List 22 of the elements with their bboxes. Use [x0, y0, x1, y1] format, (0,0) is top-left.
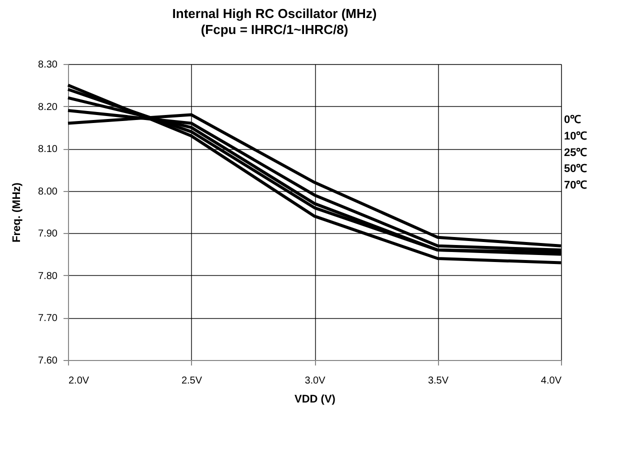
- text: 0℃: [564, 114, 582, 126]
- x-tick-label: 4.0V: [540, 376, 562, 386]
- y-tick-label: 7.80: [38, 270, 58, 282]
- x-tick-label: 2.0V: [68, 376, 90, 386]
- chart-title: Internal High RC Oscillator (MHz): [172, 6, 377, 21]
- text: 50℃: [564, 163, 588, 176]
- text: 10℃: [564, 130, 588, 142]
- y-tick-label: 7.90: [38, 228, 58, 240]
- y-axis-title: Freq. (MHz): [11, 182, 24, 242]
- x-tick-label: 3.0V: [304, 376, 326, 386]
- y-tick-label: 7.70: [38, 313, 58, 324]
- x-tick-label: 3.5V: [428, 376, 449, 386]
- y-tick-label: 7.60: [38, 356, 58, 366]
- y-tick-label: 8.00: [38, 186, 58, 198]
- text: 70℃: [564, 180, 588, 192]
- text: 25℃: [564, 146, 588, 159]
- x-axis-title: VDD (V): [294, 394, 336, 406]
- x-tick-label: 2.5V: [181, 376, 202, 386]
- y-tick-label: 8.20: [38, 102, 58, 113]
- chart-subtitle: (Fcpu = IHRC/1~IHRC/8): [200, 22, 348, 37]
- y-tick-label: 8.10: [38, 144, 58, 156]
- y-tick-label: 8.30: [38, 60, 58, 70]
